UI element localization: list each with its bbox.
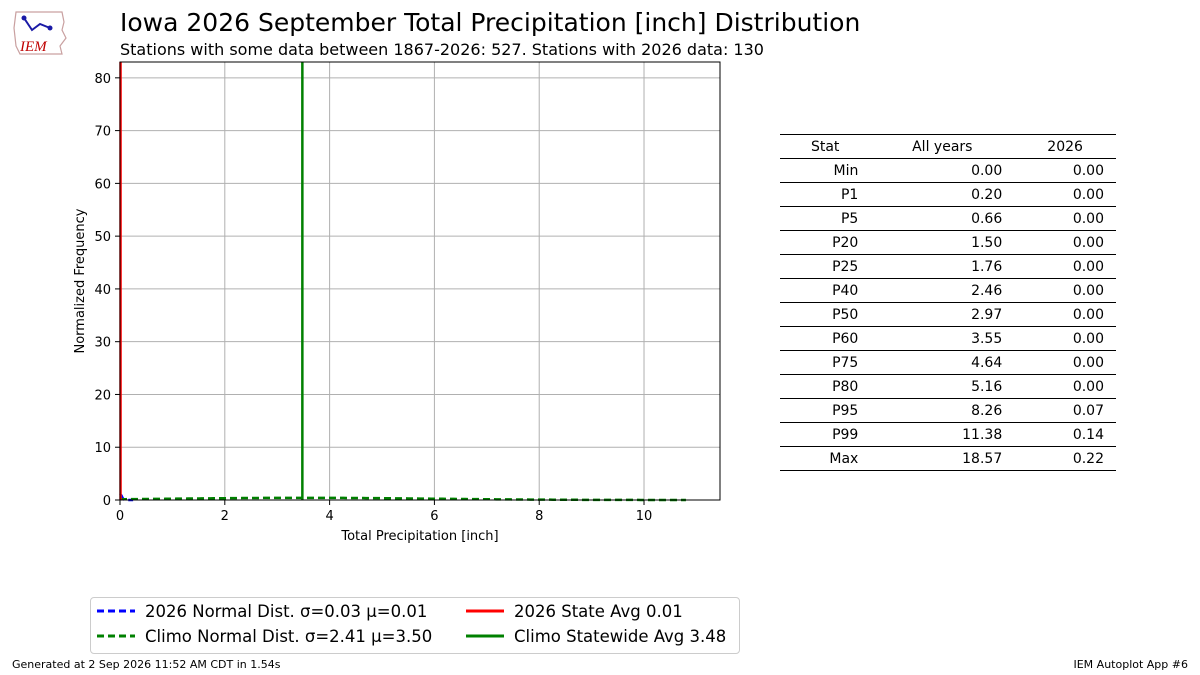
all-years-cell: 4.64 bbox=[870, 350, 1015, 375]
x-tick-label: 4 bbox=[325, 509, 333, 524]
year-2026-cell: 0.14 bbox=[1014, 422, 1116, 447]
year-2026-cell: 0.00 bbox=[1014, 254, 1116, 279]
all-years-cell: 0.00 bbox=[870, 158, 1015, 183]
stats-row: Max 18.57 0.22 bbox=[780, 446, 1116, 471]
x-tick-label: 8 bbox=[535, 509, 543, 524]
stats-row: P40 2.46 0.00 bbox=[780, 278, 1116, 303]
y-tick-label: 50 bbox=[94, 230, 111, 245]
x-tick-label: 6 bbox=[430, 509, 438, 524]
all-years-cell: 5.16 bbox=[870, 374, 1015, 399]
plot-area: 0 2 4 6 8 10 0 10 20 30 40 50 60 70 80 Total Precipitat… bbox=[73, 61, 721, 544]
legend-label: Climo Normal Dist. σ=2.41 μ=3.50 bbox=[145, 626, 433, 646]
header-2026: 2026 bbox=[1014, 134, 1116, 159]
stats-table: Stat All years 2026 Min 0.00 0.00 P1 0.20 0.0… bbox=[780, 134, 1116, 471]
stats-row: P99 11.38 0.14 bbox=[780, 422, 1116, 447]
legend: 2026 Normal Dist. σ=0.03 μ=0.01 Climo No… bbox=[90, 597, 740, 654]
stats-row: P60 3.55 0.00 bbox=[780, 326, 1116, 351]
stats-row: P95 8.26 0.07 bbox=[780, 398, 1116, 423]
all-years-cell: 0.20 bbox=[870, 182, 1015, 207]
stat-name-cell: P40 bbox=[780, 278, 871, 303]
stat-name-cell: P80 bbox=[780, 374, 871, 399]
year-2026-cell: 0.07 bbox=[1014, 398, 1116, 423]
stats-row: P20 1.50 0.00 bbox=[780, 230, 1116, 255]
stat-name-cell: P60 bbox=[780, 326, 871, 351]
legend-item-climo-avg: Climo Statewide Avg 3.48 bbox=[466, 625, 726, 647]
stat-name-cell: P1 bbox=[780, 182, 871, 207]
chart-title: Iowa 2026 September Total Precipitation … bbox=[120, 8, 861, 37]
legend-label: 2026 State Avg 0.01 bbox=[514, 601, 683, 621]
year-2026-cell: 0.00 bbox=[1014, 326, 1116, 351]
header-all-years: All years bbox=[870, 134, 1015, 159]
stats-row: P75 4.64 0.00 bbox=[780, 350, 1116, 375]
all-years-cell: 18.57 bbox=[870, 446, 1015, 471]
x-axis-label: Total Precipitation [inch] bbox=[340, 529, 498, 544]
stat-name-cell: P95 bbox=[780, 398, 871, 423]
year-2026-cell: 0.00 bbox=[1014, 230, 1116, 255]
stat-name-cell: P99 bbox=[780, 422, 871, 447]
stat-name-cell: P50 bbox=[780, 302, 871, 327]
year-2026-cell: 0.00 bbox=[1014, 182, 1116, 207]
all-years-cell: 2.97 bbox=[870, 302, 1015, 327]
year-2026-cell: 0.00 bbox=[1014, 350, 1116, 375]
all-years-cell: 1.50 bbox=[870, 230, 1015, 255]
year-2026-cell: 0.00 bbox=[1014, 158, 1116, 183]
stats-row: Min 0.00 0.00 bbox=[780, 158, 1116, 183]
green-dashed-line-icon bbox=[97, 634, 135, 638]
year-2026-cell: 0.00 bbox=[1014, 278, 1116, 303]
stat-name-cell: P25 bbox=[780, 254, 871, 279]
y-tick-label: 40 bbox=[94, 283, 111, 298]
y-tick-label: 20 bbox=[94, 388, 111, 403]
plot-frame bbox=[119, 61, 721, 501]
x-tick-label: 10 bbox=[636, 509, 653, 524]
series-line bbox=[119, 496, 686, 502]
all-years-cell: 8.26 bbox=[870, 398, 1015, 423]
year-2026-cell: 0.00 bbox=[1014, 302, 1116, 327]
stats-row: P5 0.66 0.00 bbox=[780, 206, 1116, 231]
all-years-cell: 2.46 bbox=[870, 278, 1015, 303]
stat-name-cell: P20 bbox=[780, 230, 871, 255]
stat-name-cell: P5 bbox=[780, 206, 871, 231]
all-years-cell: 3.55 bbox=[870, 326, 1015, 351]
axes-layer: 0 2 4 6 8 10 0 10 20 30 40 50 60 70 80 Total Precipitat… bbox=[73, 61, 721, 544]
y-tick-label: 10 bbox=[94, 441, 111, 456]
y-tick-label: 60 bbox=[94, 177, 111, 192]
y-tick-label: 80 bbox=[94, 72, 111, 87]
grid-layer bbox=[119, 62, 720, 501]
all-years-cell: 0.66 bbox=[870, 206, 1015, 231]
stats-row: P80 5.16 0.00 bbox=[780, 374, 1116, 399]
year-2026-cell: 0.00 bbox=[1014, 206, 1116, 231]
series-layer bbox=[119, 62, 686, 502]
stats-header-row: Stat All years 2026 bbox=[780, 134, 1116, 159]
legend-label: Climo Statewide Avg 3.48 bbox=[514, 626, 727, 646]
stats-row: P25 1.76 0.00 bbox=[780, 254, 1116, 279]
stat-name-cell: Max bbox=[780, 446, 871, 471]
y-tick-label: 70 bbox=[94, 125, 111, 140]
stat-name-cell: Min bbox=[780, 158, 871, 183]
legend-item-climo-normal: Climo Normal Dist. σ=2.41 μ=3.50 bbox=[97, 625, 432, 647]
stat-name-cell: P75 bbox=[780, 350, 871, 375]
green-line-icon bbox=[466, 634, 504, 638]
logo-text: IEM bbox=[19, 39, 48, 55]
y-axis-label: Normalized Frequency bbox=[73, 208, 88, 353]
year-2026-cell: 0.22 bbox=[1014, 446, 1116, 471]
year-2026-cell: 0.00 bbox=[1014, 374, 1116, 399]
x-tick-label: 0 bbox=[116, 509, 124, 524]
footer-generated: Generated at 2 Sep 2026 11:52 AM CDT in … bbox=[12, 658, 281, 671]
chart-subtitle: Stations with some data between 1867-202… bbox=[120, 40, 764, 59]
legend-label: 2026 Normal Dist. σ=0.03 μ=0.01 bbox=[145, 601, 428, 621]
iem-logo: IEM bbox=[13, 11, 67, 55]
x-tick-label: 2 bbox=[221, 509, 229, 524]
legend-item-2026-avg: 2026 State Avg 0.01 bbox=[466, 600, 683, 622]
legend-item-2026-normal: 2026 Normal Dist. σ=0.03 μ=0.01 bbox=[97, 600, 427, 622]
all-years-cell: 1.76 bbox=[870, 254, 1015, 279]
all-years-cell: 11.38 bbox=[870, 422, 1015, 447]
y-tick-label: 30 bbox=[94, 336, 111, 351]
stats-row: P1 0.20 0.00 bbox=[780, 182, 1116, 207]
footer-app: IEM Autoplot App #6 bbox=[1073, 658, 1188, 671]
y-tick-label: 0 bbox=[103, 494, 111, 509]
red-line-icon bbox=[466, 609, 504, 613]
header-stat: Stat bbox=[780, 134, 871, 159]
stats-row: P50 2.97 0.00 bbox=[780, 302, 1116, 327]
blue-dashed-line-icon bbox=[97, 609, 135, 613]
